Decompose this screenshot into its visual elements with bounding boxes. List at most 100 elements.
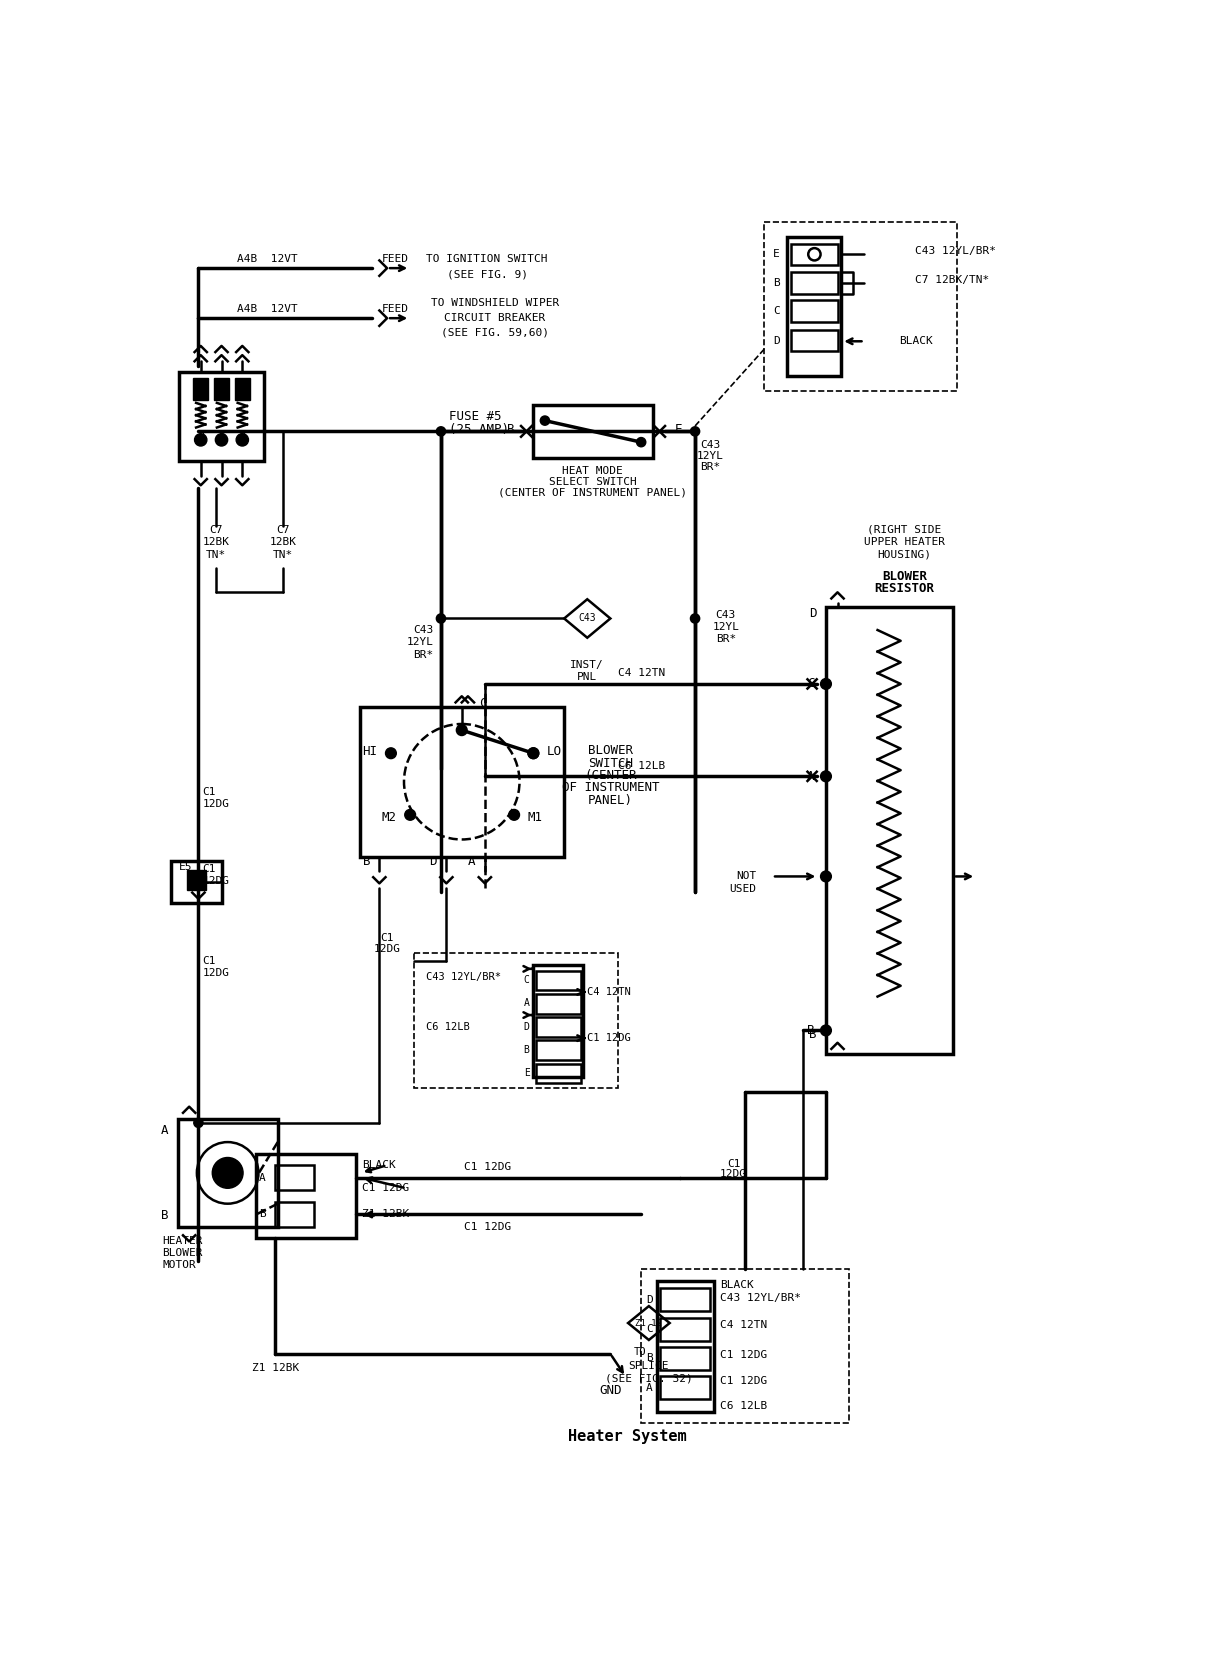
Text: Z1 12BK: Z1 12BK [252,1362,299,1372]
Circle shape [436,428,446,436]
Text: BLOWER: BLOWER [588,744,633,757]
Text: UPPER HEATER: UPPER HEATER [864,537,945,547]
Text: (RIGHT SIDE: (RIGHT SIDE [868,525,941,535]
Text: C1: C1 [202,863,215,873]
Bar [536,994,581,1014]
Text: Heater System: Heater System [568,1428,687,1443]
Bar [536,971,581,991]
Text: C7 12BK/TN*: C7 12BK/TN* [914,275,989,285]
Text: C1: C1 [727,1158,741,1168]
Text: C6 12LB: C6 12LB [721,1402,767,1412]
Bar [360,708,564,857]
Text: A: A [468,855,476,868]
Bar [661,1377,710,1399]
Text: C1: C1 [202,956,215,966]
Bar [534,964,584,1077]
Text: USED: USED [730,883,756,893]
Text: BLACK: BLACK [900,336,933,346]
Text: D: D [809,606,816,620]
Bar [661,1317,710,1341]
Bar [536,1064,581,1082]
Text: D: D [430,855,437,868]
Circle shape [820,771,831,782]
Text: SELECT SWITCH: SELECT SWITCH [548,477,636,487]
Text: BR*: BR* [412,650,433,659]
Text: TN*: TN* [273,550,294,560]
Circle shape [528,747,539,759]
Text: SPLICE: SPLICE [629,1360,670,1370]
Text: HEATER: HEATER [163,1236,203,1246]
Circle shape [690,428,700,436]
Text: 12DG: 12DG [720,1170,747,1180]
Circle shape [236,434,248,446]
Text: TO: TO [634,1347,646,1357]
Text: C1: C1 [202,787,215,797]
Text: C43: C43 [716,610,736,620]
Text: 12DG: 12DG [202,968,229,979]
Text: PANEL): PANEL) [588,794,633,807]
Text: 12DG: 12DG [373,944,400,954]
Text: 12BK: 12BK [269,537,296,547]
Text: A: A [160,1123,169,1137]
Text: FEED: FEED [381,303,409,313]
Circle shape [215,434,228,446]
Text: BR*: BR* [716,635,736,645]
Text: Z1 12: Z1 12 [635,1319,662,1327]
Text: 8: 8 [239,429,246,442]
Circle shape [193,1118,203,1127]
Text: A: A [646,1382,652,1394]
Text: FUSE #5: FUSE #5 [449,411,501,423]
Bar [187,870,206,890]
Circle shape [540,416,550,426]
Text: OF INSTRUMENT: OF INSTRUMENT [562,782,659,794]
Text: D: D [524,1022,530,1032]
Text: LO: LO [547,746,562,759]
Text: (SEE FIG. 59,60): (SEE FIG. 59,60) [441,326,548,336]
Bar [826,606,953,1054]
Text: TN*: TN* [206,550,226,560]
Text: RESISTOR: RESISTOR [874,582,934,595]
Bar [791,244,837,265]
Text: BLOWER: BLOWER [883,570,927,583]
Bar [791,272,837,293]
Circle shape [386,747,397,759]
Bar [661,1347,710,1370]
Bar [275,1201,313,1226]
Text: E: E [524,1067,530,1077]
Text: B: B [362,855,370,868]
Text: A: A [524,999,530,1009]
Text: C4 12TN: C4 12TN [618,668,665,678]
Bar [275,1165,313,1190]
Text: C6 12LB: C6 12LB [426,1022,469,1032]
Text: C1 12DG: C1 12DG [721,1350,767,1360]
Text: C: C [807,678,814,691]
Circle shape [820,872,831,882]
Bar [536,1017,581,1037]
Text: 12DG: 12DG [202,877,229,886]
Text: CIRCUIT BREAKER: CIRCUIT BREAKER [444,313,546,323]
Circle shape [636,437,646,447]
Text: C1 12DG: C1 12DG [588,1034,632,1044]
Text: NOT: NOT [737,872,756,882]
Text: 2: 2 [197,429,204,442]
Text: 5: 5 [218,429,225,442]
Circle shape [690,613,700,623]
Circle shape [195,434,207,446]
Text: E: E [674,423,682,436]
Bar [177,1118,278,1226]
Text: B: B [524,1044,530,1056]
Bar [661,1289,710,1311]
Text: TO WINDSHIELD WIPER: TO WINDSHIELD WIPER [431,298,559,308]
Text: M2: M2 [382,812,397,825]
Text: HOUSING): HOUSING) [878,550,931,560]
Circle shape [509,810,519,820]
Text: A4B  12VT: A4B 12VT [237,303,299,313]
Text: C43 12YL/BR*: C43 12YL/BR* [721,1294,802,1304]
Text: C7: C7 [209,525,223,535]
Text: B: B [774,278,780,288]
Text: C1: C1 [381,933,394,943]
Bar [641,1269,849,1423]
Text: (SEE FIG. 32): (SEE FIG. 32) [605,1374,693,1384]
Text: C4 12TN: C4 12TN [721,1321,767,1331]
Text: C43 12YL/BR*: C43 12YL/BR* [426,971,501,981]
